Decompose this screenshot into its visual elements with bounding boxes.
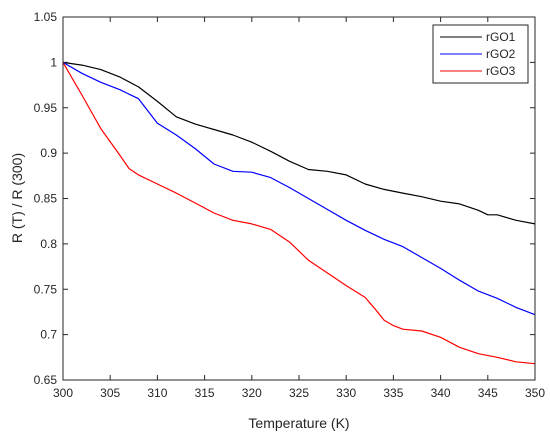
series-line-rgo1 [62,61,536,225]
legend-label-rgo2: rGO2 [486,47,516,61]
y-tick-label: 0.85 [34,192,58,206]
legend-label-rgo3: rGO3 [486,64,516,78]
x-tick-label: 350 [525,386,545,400]
x-tick-label: 330 [336,386,356,400]
y-tick-label: 0.9 [40,146,57,160]
y-tick-label: 1 [50,55,57,69]
y-tick-label: 0.75 [34,282,58,296]
legend: rGO1 rGO2 rGO3 [432,24,529,84]
y-tick-label: 0.8 [40,237,57,251]
plot-frame [62,16,536,381]
series-line-rgo3 [62,62,536,365]
series-layer [62,61,536,365]
y-tick-label: 0.95 [34,101,58,115]
x-tick-label: 320 [242,386,262,400]
y-tick-label: 1.05 [34,10,58,24]
x-tick-label: 340 [431,386,451,400]
y-tick-label: 0.7 [40,328,57,342]
x-tick-label: 335 [383,386,403,400]
x-tick-label: 325 [289,386,309,400]
series-line-rgo2 [62,61,536,316]
x-axis-label: Temperature (K) [248,415,349,431]
x-tick-label: 345 [478,386,498,400]
x-tick-label: 300 [53,386,73,400]
x-tick-label: 305 [100,386,120,400]
ticks-layer: 300 305 310 315 320 325 330 335 340 345 350 0.65 0.7… [34,10,546,400]
y-tick-label: 0.65 [34,373,58,387]
y-axis-label: R (T) / R (300) [9,153,25,243]
x-tick-label: 315 [195,386,215,400]
x-tick-label: 310 [147,386,167,400]
legend-label-rgo1: rGO1 [486,30,516,44]
